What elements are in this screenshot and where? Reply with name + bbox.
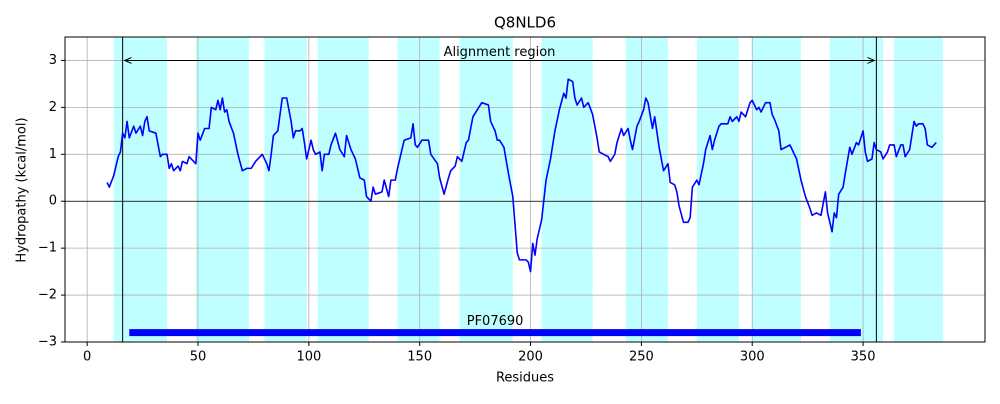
plot-frame: [64, 36, 986, 343]
x-tick-label: 300: [740, 350, 765, 365]
hydropathy-line: [106, 78, 937, 273]
domain-bar: [129, 329, 861, 337]
x-tick-label: 250: [629, 350, 654, 365]
region-band: [195, 37, 249, 342]
x-tick-label: 100: [296, 350, 321, 365]
y-axis-label: Hydropathy (kcal/mol): [15, 117, 30, 262]
region-band: [625, 37, 668, 342]
y-tick-label: 3: [49, 53, 57, 68]
region-band: [829, 37, 884, 342]
region-band: [894, 37, 943, 342]
region-band: [459, 37, 513, 342]
region-band: [264, 37, 307, 342]
region-band: [113, 37, 167, 342]
x-tick-label: 200: [518, 350, 543, 365]
y-tick-label: 0: [49, 194, 57, 209]
x-axis-label: Residues: [496, 371, 554, 386]
y-tick-label: −1: [38, 241, 57, 256]
region-band: [696, 37, 739, 342]
chart-title: Q8NLD6: [494, 14, 556, 32]
y-tick-label: 2: [49, 100, 57, 115]
x-tick-label: 50: [190, 350, 207, 365]
region-band: [752, 37, 801, 342]
region-band: [317, 37, 369, 342]
y-tick-label: −3: [38, 335, 57, 350]
x-tick-label: 150: [407, 350, 432, 365]
region-band: [397, 37, 440, 342]
y-tick-label: −2: [38, 288, 57, 303]
alignment-label: Alignment region: [444, 45, 556, 60]
y-tick-label: 1: [49, 147, 57, 162]
x-tick-label: 350: [851, 350, 876, 365]
x-tick-label: 0: [83, 350, 91, 365]
domain-label: PF07690: [467, 314, 524, 329]
